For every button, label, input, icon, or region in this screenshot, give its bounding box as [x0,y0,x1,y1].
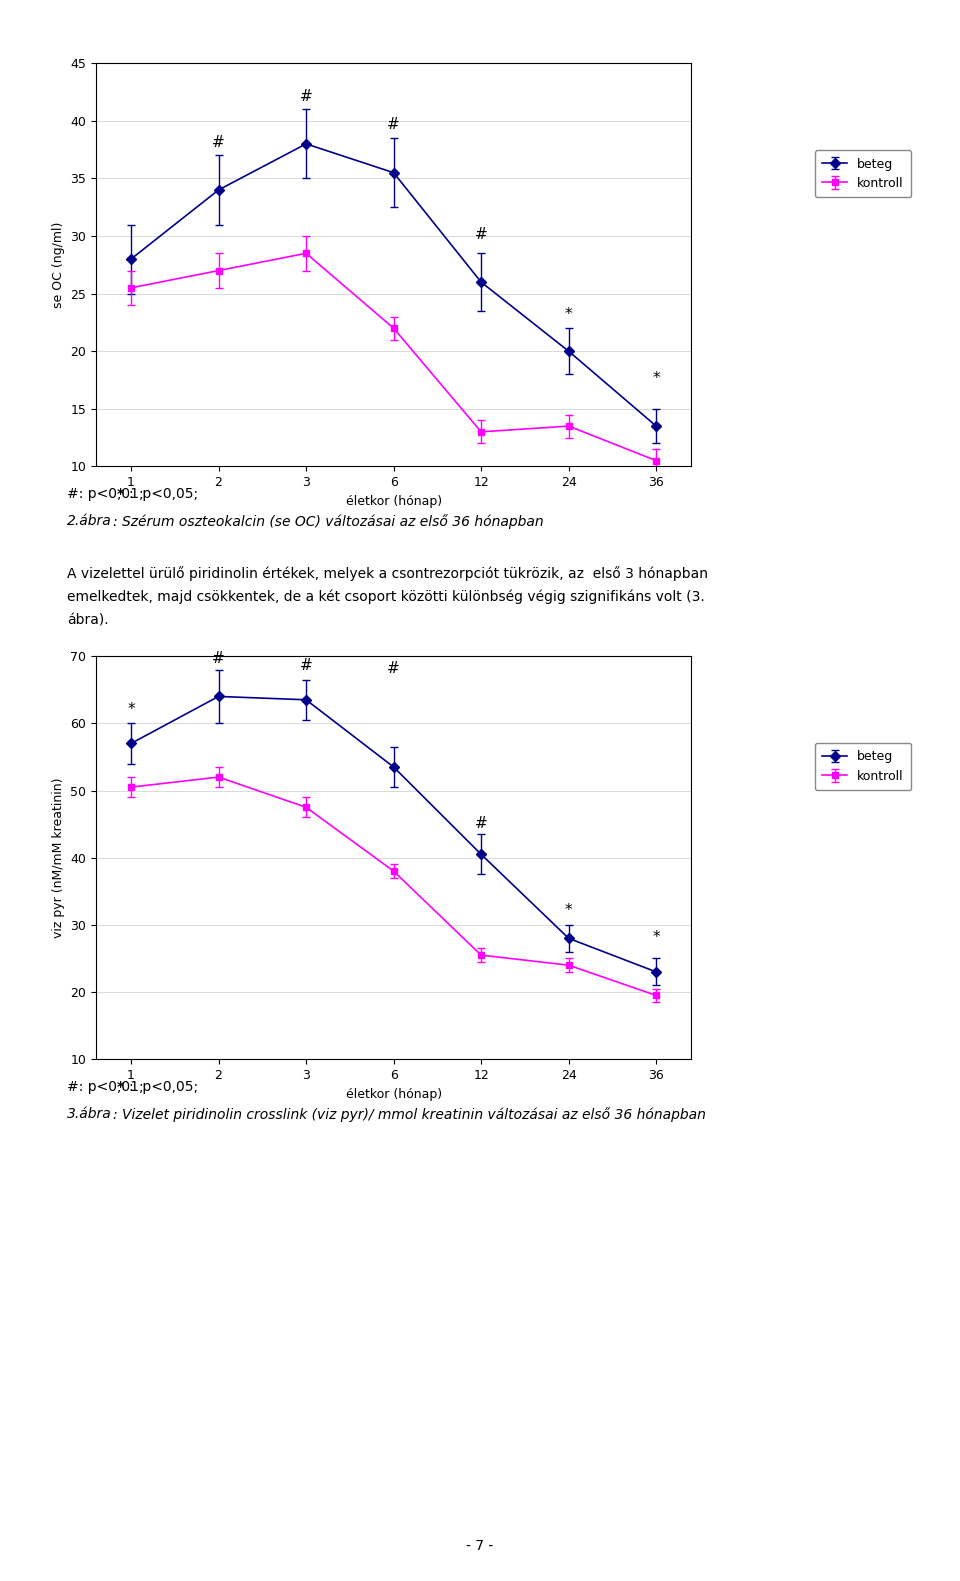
Text: :  p<0,05;: : p<0,05; [129,1080,198,1094]
Text: #: p<0,01;: #: p<0,01; [67,1080,148,1094]
Text: *: * [564,307,572,323]
Text: #: # [387,661,400,677]
Legend: beteg, kontroll: beteg, kontroll [814,743,911,790]
Text: #: # [475,816,488,832]
Text: - 7 -: - 7 - [467,1538,493,1553]
Y-axis label: se OC (ng/ml): se OC (ng/ml) [52,221,65,308]
Text: #: # [212,651,225,666]
Y-axis label: viz pyr (nM/mM kreatinin): viz pyr (nM/mM kreatinin) [52,778,64,938]
Text: *: * [564,903,572,919]
Text: ábra).: ábra). [67,613,108,628]
Text: #: # [300,89,312,103]
Text: #: # [387,117,400,133]
Text: #: # [212,134,225,150]
X-axis label: életkor (hónap): életkor (hónap) [346,495,442,508]
Text: *: * [653,930,660,945]
Legend: beteg, kontroll: beteg, kontroll [814,150,911,198]
Text: #: p<0,01;: #: p<0,01; [67,487,148,501]
Text: 3.ábra: 3.ábra [67,1107,112,1121]
Text: *: * [127,702,134,716]
Text: : Szérum oszteokalcin (se OC) változásai az első 36 hónapban: : Szérum oszteokalcin (se OC) változásai… [113,514,544,528]
Text: *: * [117,487,125,501]
Text: #: # [300,658,312,674]
Text: A vizelettel ürülő piridinolin értékek, melyek a csontrezorpciót tükrözik, az  e: A vizelettel ürülő piridinolin értékek, … [67,566,708,580]
Text: :  p<0,05;: : p<0,05; [129,487,198,501]
X-axis label: életkor (hónap): életkor (hónap) [346,1088,442,1100]
Text: #: # [475,226,488,242]
Text: : Vizelet piridinolin crosslink (viz pyr)/ mmol kreatinin változásai az első 36 : : Vizelet piridinolin crosslink (viz pyr… [113,1107,707,1121]
Text: emelkedtek, majd csökkentek, de a két csoport közötti különbség végig szignifiká: emelkedtek, majd csökkentek, de a két cs… [67,590,705,604]
Text: *: * [653,372,660,386]
Text: 2.ábra: 2.ábra [67,514,112,528]
Text: *: * [117,1080,125,1094]
